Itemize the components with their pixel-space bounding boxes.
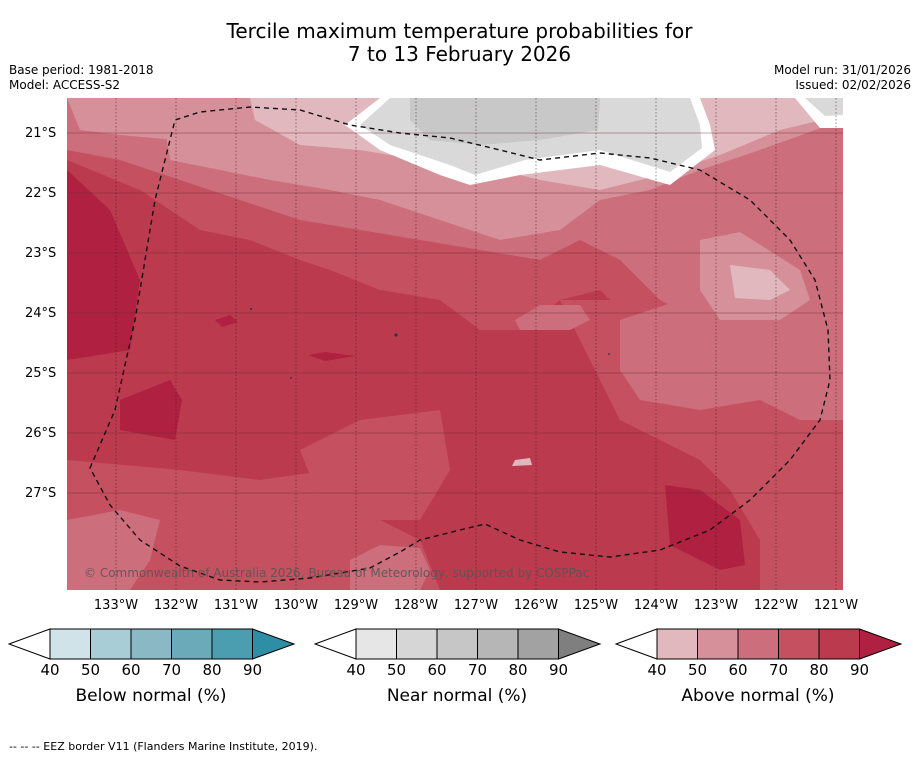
below-tick-60: 60 [121, 661, 141, 679]
near-cell-1 [396, 628, 438, 660]
near-tick-70: 70 [467, 661, 488, 679]
eez-legend-note: -- -- -- EEZ border V11 (Flanders Marine… [9, 740, 318, 753]
below-tick-90: 90 [242, 661, 263, 679]
region-above-90-dot2 [308, 352, 355, 361]
lat-label-26: 26°S [25, 426, 57, 441]
lon-label-125: 125°W [573, 598, 619, 613]
below-tick-80: 80 [202, 661, 222, 679]
colorbar-above-normal [615, 628, 903, 660]
region-above-60-east [620, 300, 843, 420]
above-tick-70: 70 [768, 661, 789, 679]
near-tick-80: 80 [508, 661, 528, 679]
near-tick-40: 40 [346, 661, 366, 679]
map-area [67, 98, 843, 590]
above-90-triangle [859, 628, 903, 660]
lon-label-126: 126°W [513, 598, 559, 613]
near-90-triangle [558, 628, 602, 660]
lon-label-133: 133°W [93, 598, 139, 613]
region-above-90-se [665, 485, 745, 570]
below-normal-label: Below normal (%) [75, 686, 227, 706]
below-tick-70: 70 [161, 661, 182, 679]
below-40-triangle [8, 628, 51, 660]
islands [250, 308, 610, 379]
lat-label-25: 25°S [25, 366, 57, 381]
copyright-note: © Commonwealth of Australia 2026, Bureau… [84, 566, 590, 580]
lon-label-128: 128°W [393, 598, 439, 613]
below-tick-50: 50 [80, 661, 101, 679]
region-above-50-top-left [67, 98, 220, 140]
lon-label-132: 132°W [153, 598, 199, 613]
lat-label-21: 21°S [25, 126, 57, 141]
near-cell-3 [477, 628, 519, 660]
near-normal-label: Near normal (%) [386, 686, 528, 706]
near-tick-50: 50 [386, 661, 407, 679]
above-normal-label: Above normal (%) [681, 686, 835, 706]
lon-label-131: 131°W [213, 598, 259, 613]
eez-border [89, 106, 831, 583]
model-name: Model: ACCESS-S2 [9, 78, 121, 92]
lat-label-23: 23°S [25, 246, 57, 261]
region-near-corner [805, 98, 843, 116]
region-above-40-small [512, 458, 532, 466]
above-40-triangle [615, 628, 658, 660]
lon-label-121: 121°W [813, 598, 859, 613]
meta-right: Model run: 31/01/2026 Issued: 02/02/2026 [774, 63, 911, 93]
region-above-60-mid [515, 305, 590, 330]
meta-left: Base period: 1981-2018 Model: ACCESS-S2 [9, 63, 154, 93]
below-cell-2 [130, 628, 172, 660]
region-above-40-ne [730, 265, 790, 300]
above-cell-3 [778, 628, 820, 660]
region-above-90-west [67, 170, 140, 360]
lat-label-24: 24°S [25, 306, 57, 321]
region-above-60-south [350, 545, 430, 590]
below-90-triangle [252, 628, 296, 660]
lon-label-130: 130°W [273, 598, 319, 613]
lon-label-127: 127°W [453, 598, 499, 613]
region-above-60-sw [67, 510, 160, 590]
above-cell-2 [737, 628, 779, 660]
title-line-2: 7 to 13 February 2026 [347, 42, 572, 66]
lat-label-27: 27°S [25, 486, 57, 501]
below-cell-3 [171, 628, 213, 660]
colorbar-below-normal [8, 628, 296, 660]
below-cell-0 [49, 628, 91, 660]
near-tick-60: 60 [427, 661, 447, 679]
near-cell-0 [355, 628, 397, 660]
near-tick-90: 90 [548, 661, 569, 679]
lon-label-129: 129°W [333, 598, 379, 613]
below-tick-40: 40 [40, 661, 60, 679]
graticule [67, 132, 843, 494]
base-period: Base period: 1981-2018 [9, 63, 154, 77]
below-cell-4 [211, 628, 253, 660]
above-tick-60: 60 [728, 661, 748, 679]
below-cell-1 [90, 628, 132, 660]
above-cell-1 [697, 628, 739, 660]
region-above-90-dot1 [215, 315, 238, 327]
issued-date: Issued: 02/02/2026 [795, 78, 911, 92]
lon-label-122: 122°W [753, 598, 799, 613]
title-line-1: Tercile maximum temperature probabilitie… [226, 19, 693, 43]
above-cell-4 [818, 628, 860, 660]
lat-label-22: 22°S [25, 186, 57, 201]
lon-label-123: 123°W [693, 598, 739, 613]
region-above-90-sw [120, 380, 182, 440]
region-above-70-central [300, 410, 450, 520]
near-cell-2 [436, 628, 478, 660]
above-tick-90: 90 [849, 661, 870, 679]
model-run: Model run: 31/01/2026 [773, 63, 911, 77]
near-cell-4 [517, 628, 559, 660]
above-tick-80: 80 [809, 661, 829, 679]
above-cell-0 [656, 628, 698, 660]
above-tick-40: 40 [647, 661, 667, 679]
map-title: Tercile maximum temperature probabilitie… [0, 20, 919, 66]
colorbar-near-normal [314, 628, 602, 660]
above-tick-50: 50 [687, 661, 708, 679]
near-40-triangle [314, 628, 357, 660]
lon-label-124: 124°W [633, 598, 679, 613]
